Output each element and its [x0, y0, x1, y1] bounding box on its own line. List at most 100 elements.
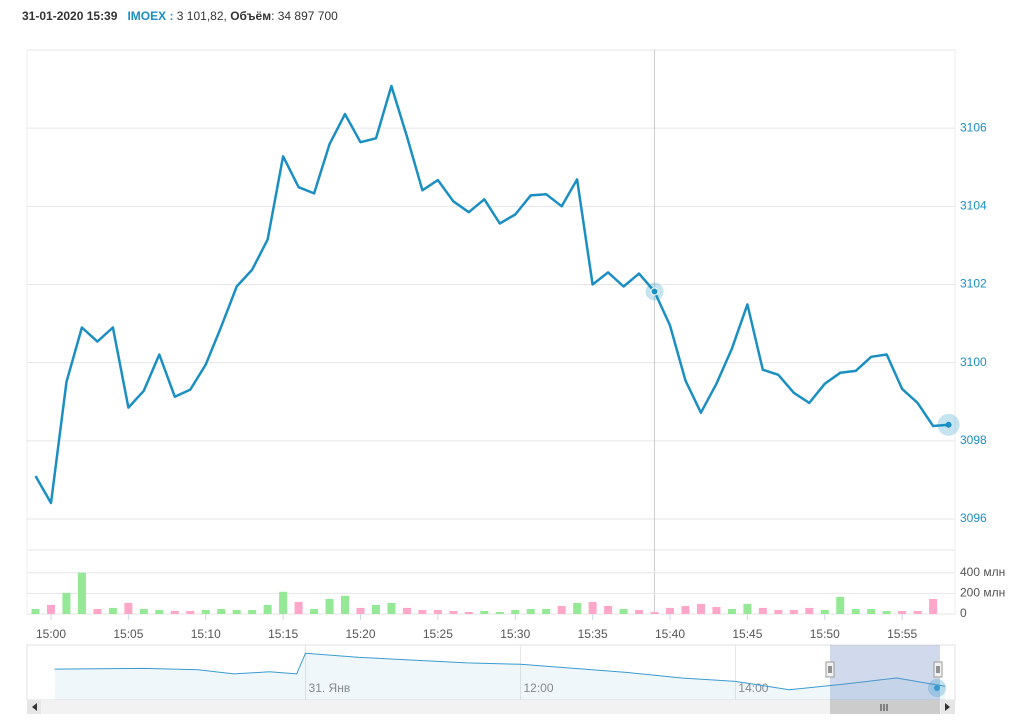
y-tick-label: 0	[960, 606, 967, 620]
volume-label: Объём	[230, 9, 272, 23]
nav-handle[interactable]	[933, 661, 943, 678]
volume-bar	[789, 609, 798, 614]
volume-bar	[743, 603, 752, 614]
arrow-left	[32, 703, 37, 711]
volume-bar	[93, 608, 102, 614]
volume-bar	[573, 602, 582, 614]
x-tick-label: 15:15	[268, 627, 298, 641]
y-tick-label: 400 млн	[960, 565, 1005, 579]
volume-bar	[588, 601, 597, 614]
volume-bar	[511, 609, 520, 614]
last-marker	[945, 421, 952, 428]
volume-bar	[805, 607, 814, 614]
handle-grip	[936, 666, 940, 673]
y-tick-label: 200 млн	[960, 586, 1005, 600]
y-tick-label: 3096	[960, 511, 987, 525]
x-tick-label: 15:20	[345, 627, 375, 641]
x-tick-label: 15:25	[423, 627, 453, 641]
volume-bar	[774, 609, 783, 614]
y-tick-label: 3098	[960, 433, 987, 447]
volume-bar	[356, 607, 365, 614]
volume-bar	[201, 609, 210, 614]
nav-tick-label: 31. Янв	[309, 681, 351, 695]
nav-selection	[830, 645, 940, 700]
symbol: IMOEX :	[127, 9, 174, 23]
volume-bar	[279, 591, 288, 614]
volume-bar	[341, 595, 350, 614]
volume-bar	[310, 608, 319, 614]
x-tick-label: 15:10	[191, 627, 221, 641]
x-tick-label: 15:50	[810, 627, 840, 641]
handle-grip	[828, 666, 832, 673]
nav-line	[54, 652, 946, 691]
y-tick-label: 3104	[960, 199, 987, 213]
volume-bar	[526, 608, 535, 614]
nav-tick-label: 12:00	[523, 681, 553, 695]
y-tick-label: 3106	[960, 120, 987, 134]
volume-bar	[186, 611, 195, 614]
volume-bar	[108, 607, 117, 614]
x-tick-label: 15:45	[732, 627, 762, 641]
volume-bar	[217, 608, 226, 614]
volume-bar	[263, 604, 272, 614]
volume-bar	[867, 608, 876, 614]
volume-bar	[696, 603, 705, 614]
scrollbar-track	[27, 700, 955, 714]
x-tick-label: 15:05	[113, 627, 143, 641]
volume-bar	[727, 608, 736, 614]
x-tick-label: 15:55	[887, 627, 917, 641]
volume-bar	[635, 609, 644, 614]
volume-bar	[46, 604, 55, 614]
volume-bar	[604, 605, 613, 614]
volume-bar	[155, 609, 164, 614]
volume-bar	[325, 598, 334, 614]
y-tick-label: 3100	[960, 355, 987, 369]
thumb-grip	[880, 704, 888, 711]
navigator-frame	[26, 644, 956, 701]
date: 31-01-2020 15:39	[22, 9, 118, 23]
x-tick-label: 15:00	[36, 627, 66, 641]
nav-last-marker	[934, 685, 940, 691]
volume-bar	[929, 598, 938, 614]
volume-bar	[294, 601, 303, 614]
volume-bar	[31, 608, 40, 614]
bars	[31, 572, 938, 614]
volume-bar	[402, 607, 411, 614]
volume-bar	[139, 608, 148, 614]
hover-marker	[650, 287, 659, 296]
volume: : 34 897 700	[271, 9, 338, 23]
volume-bar	[248, 609, 257, 614]
volume-bar	[619, 608, 628, 614]
volume-bar	[913, 611, 922, 614]
x-tick-label: 15:35	[578, 627, 608, 641]
volume-bar	[542, 608, 551, 614]
scroll-thumb[interactable]	[830, 700, 940, 714]
volume-bar	[232, 609, 241, 614]
volume-bar	[758, 607, 767, 614]
volume-bar	[836, 596, 845, 614]
volume-bar	[851, 608, 860, 614]
nav-tick-label: 14:00	[738, 681, 768, 695]
y-tick-label: 3102	[960, 277, 987, 291]
volume-bar	[124, 602, 133, 614]
volume-bar	[820, 609, 829, 614]
nav-handle[interactable]	[825, 661, 835, 678]
volume-bar	[712, 606, 721, 614]
volume-bar	[665, 607, 674, 614]
header: 31-01-2020 15:39 IMOEX : 3 101,82, Объём…	[22, 9, 338, 23]
price-line	[34, 84, 949, 505]
volume-bar	[449, 611, 458, 614]
volume-bar	[681, 605, 690, 614]
arrow-right	[945, 703, 950, 711]
price: 3 101,82,	[176, 9, 227, 23]
volume-bar	[557, 605, 566, 614]
volume-bar	[77, 572, 86, 614]
volume-bar	[418, 609, 427, 614]
volume-bar	[464, 611, 473, 614]
volume-bar	[371, 604, 380, 614]
volume-bar	[480, 611, 489, 614]
navigator	[54, 652, 946, 700]
volume-bar	[495, 611, 504, 614]
